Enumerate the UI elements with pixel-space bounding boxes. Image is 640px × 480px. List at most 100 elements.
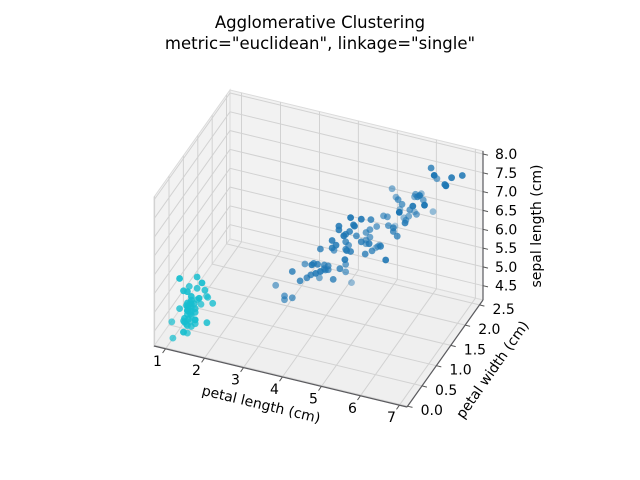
scatter-point <box>209 299 217 307</box>
scatter-point <box>346 228 353 235</box>
scatter-point <box>191 305 199 312</box>
scatter-point <box>281 292 288 300</box>
scatter-point <box>176 275 184 282</box>
z-tick-label: 5.5 <box>495 241 517 257</box>
scatter-point <box>168 318 176 326</box>
tick-mark <box>279 376 283 382</box>
scatter-point <box>382 256 390 264</box>
scatter-point <box>395 208 403 216</box>
scatter-point <box>308 261 316 269</box>
z-tick-label: 4.5 <box>495 279 517 295</box>
tick-mark <box>240 367 244 373</box>
x-tick-label: 2 <box>192 363 201 379</box>
scatter-point <box>393 232 401 240</box>
scatter-point <box>373 223 381 230</box>
scatter-point <box>458 172 466 179</box>
y-tick-label: 1.5 <box>464 342 486 358</box>
scatter-point <box>351 222 358 230</box>
scatter-point <box>185 315 192 323</box>
tick-mark <box>465 324 471 327</box>
scatter-point <box>366 233 374 241</box>
z-tick-label: 6.5 <box>495 203 517 219</box>
scatter-point <box>347 214 354 222</box>
scatter-point <box>365 240 373 248</box>
scatter-point <box>332 241 340 249</box>
grid-line <box>153 111 484 220</box>
scatter-point <box>348 279 355 286</box>
grid-line <box>168 175 423 387</box>
scatter-point <box>197 300 205 308</box>
y-tick-label: 0.0 <box>421 403 443 419</box>
scatter-point <box>389 224 397 232</box>
y-tick-label: 1.0 <box>449 363 471 379</box>
chart-title-line1: Agglomerative Clustering <box>214 13 426 32</box>
y-tick-label: 2.0 <box>478 322 500 338</box>
z-tick-label: 7.0 <box>495 185 517 201</box>
scatter-point <box>416 192 423 199</box>
scatter-point <box>184 288 191 296</box>
scatter-point <box>195 294 203 302</box>
tick-mark <box>479 304 485 307</box>
tick-mark <box>482 172 489 175</box>
chart-title-line2: metric="euclidean", linkage="single" <box>164 34 476 53</box>
scatter-point <box>347 248 354 255</box>
scatter-point <box>409 202 417 210</box>
scatter-point <box>191 316 199 324</box>
grid-line <box>398 149 476 406</box>
grid-line <box>153 130 484 238</box>
scatter-point <box>398 200 406 208</box>
scatter-point <box>429 208 437 216</box>
grid-line <box>211 115 466 326</box>
grid-line <box>226 94 480 306</box>
scatter-point <box>201 286 209 294</box>
tick-mark <box>407 405 413 408</box>
x-tick-label: 1 <box>153 354 162 370</box>
tick-mark <box>357 395 361 401</box>
grid-line <box>153 224 484 332</box>
scatter-point <box>185 304 192 312</box>
chart-title: Agglomerative Clustering metric="euclide… <box>0 12 640 54</box>
tick-mark <box>482 209 489 213</box>
scatter-point <box>357 215 365 223</box>
scatter-point <box>187 293 195 300</box>
tick-mark <box>450 344 456 348</box>
tick-mark <box>482 247 489 250</box>
axis-line <box>153 345 408 408</box>
y-tick-label: 2.5 <box>493 302 515 318</box>
scatter-point <box>368 247 376 255</box>
scatter-point <box>342 268 350 276</box>
scatter-point <box>329 276 337 283</box>
z-tick-label: 6.0 <box>495 222 517 238</box>
tick-mark <box>482 228 489 231</box>
scatter-point <box>288 294 296 302</box>
scatter-point <box>366 226 374 234</box>
z-tick-label: 8.0 <box>495 147 517 163</box>
scatter-point <box>341 256 349 263</box>
scatter-point <box>353 232 360 240</box>
scatter-point <box>384 213 391 221</box>
scatter-point <box>314 260 321 268</box>
scatter-point <box>169 334 177 342</box>
scatter-point <box>328 237 336 244</box>
scatter-point <box>317 245 324 253</box>
scatter-point <box>448 174 455 182</box>
grid-line <box>320 130 398 387</box>
scatter-point <box>322 266 329 274</box>
tick-mark <box>201 357 205 363</box>
scatter-point <box>176 305 184 312</box>
x-tick-label: 6 <box>348 401 357 417</box>
scatter-point <box>301 260 309 268</box>
grid-line <box>359 139 437 397</box>
scatter-point <box>272 281 280 289</box>
z-axis-label: sepal length (cm) <box>529 164 545 288</box>
scatter-point <box>401 219 409 227</box>
scatter-point <box>184 329 191 337</box>
x-tick-label: 5 <box>309 391 318 407</box>
tick-mark <box>436 365 442 368</box>
tick-mark <box>482 153 489 156</box>
tick-mark <box>482 285 489 288</box>
scatter-point <box>288 268 296 275</box>
scatter-point <box>340 232 348 240</box>
